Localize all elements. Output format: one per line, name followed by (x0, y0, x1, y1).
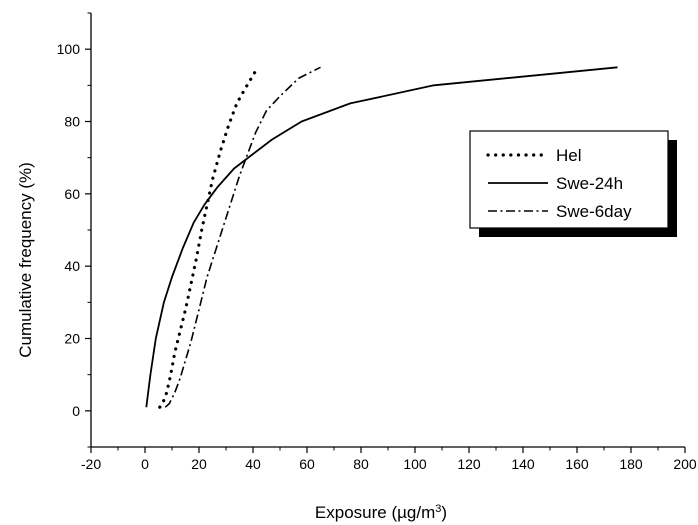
legend: Hel Swe-24h Swe-6day (469, 130, 677, 237)
axes: -20 0 20 40 60 80 100 120 140 160 180 200 0 20 40 60 80 1… (57, 12, 697, 472)
y-axis-label: Cumulative frequency (%) (16, 162, 35, 358)
x-tick-label: 0 (141, 456, 149, 472)
y-tick-label: 80 (64, 114, 80, 130)
y-tick-label: 20 (64, 331, 80, 347)
y-tick-label: 0 (72, 403, 80, 419)
legend-label: Swe-24h (556, 174, 623, 193)
x-tick-label: 80 (353, 456, 369, 472)
x-tick-label: 60 (299, 456, 315, 472)
y-tick-label: 100 (57, 41, 81, 57)
legend-label: Hel (556, 146, 582, 165)
x-axis-label-main: Exposure (µg/m (315, 503, 435, 522)
legend-label: Swe-6day (556, 202, 632, 221)
x-tick-label: 180 (619, 456, 643, 472)
x-axis-label-superscript: 3 (435, 503, 441, 515)
x-tick-label: 40 (245, 456, 261, 472)
x-tick-label: 20 (191, 456, 207, 472)
y-tick-label: 40 (64, 258, 80, 274)
x-tick-label: 160 (565, 456, 589, 472)
x-tick-label: 140 (511, 456, 535, 472)
x-tick-label: 100 (403, 456, 427, 472)
legend-box (469, 130, 669, 229)
x-axis-label-suffix: ) (441, 503, 447, 522)
series-line-hel (158, 69, 258, 409)
series-line-swe-24h (145, 66, 618, 408)
x-tick-label: 200 (673, 456, 697, 472)
series-layer (145, 66, 618, 409)
x-tick-label: 120 (457, 456, 481, 472)
x-axis-label: Exposure (µg/m3) (315, 503, 447, 522)
series-line-swe-6day (164, 66, 321, 408)
x-tick-label: -20 (81, 456, 101, 472)
y-tick-label: 60 (64, 186, 80, 202)
